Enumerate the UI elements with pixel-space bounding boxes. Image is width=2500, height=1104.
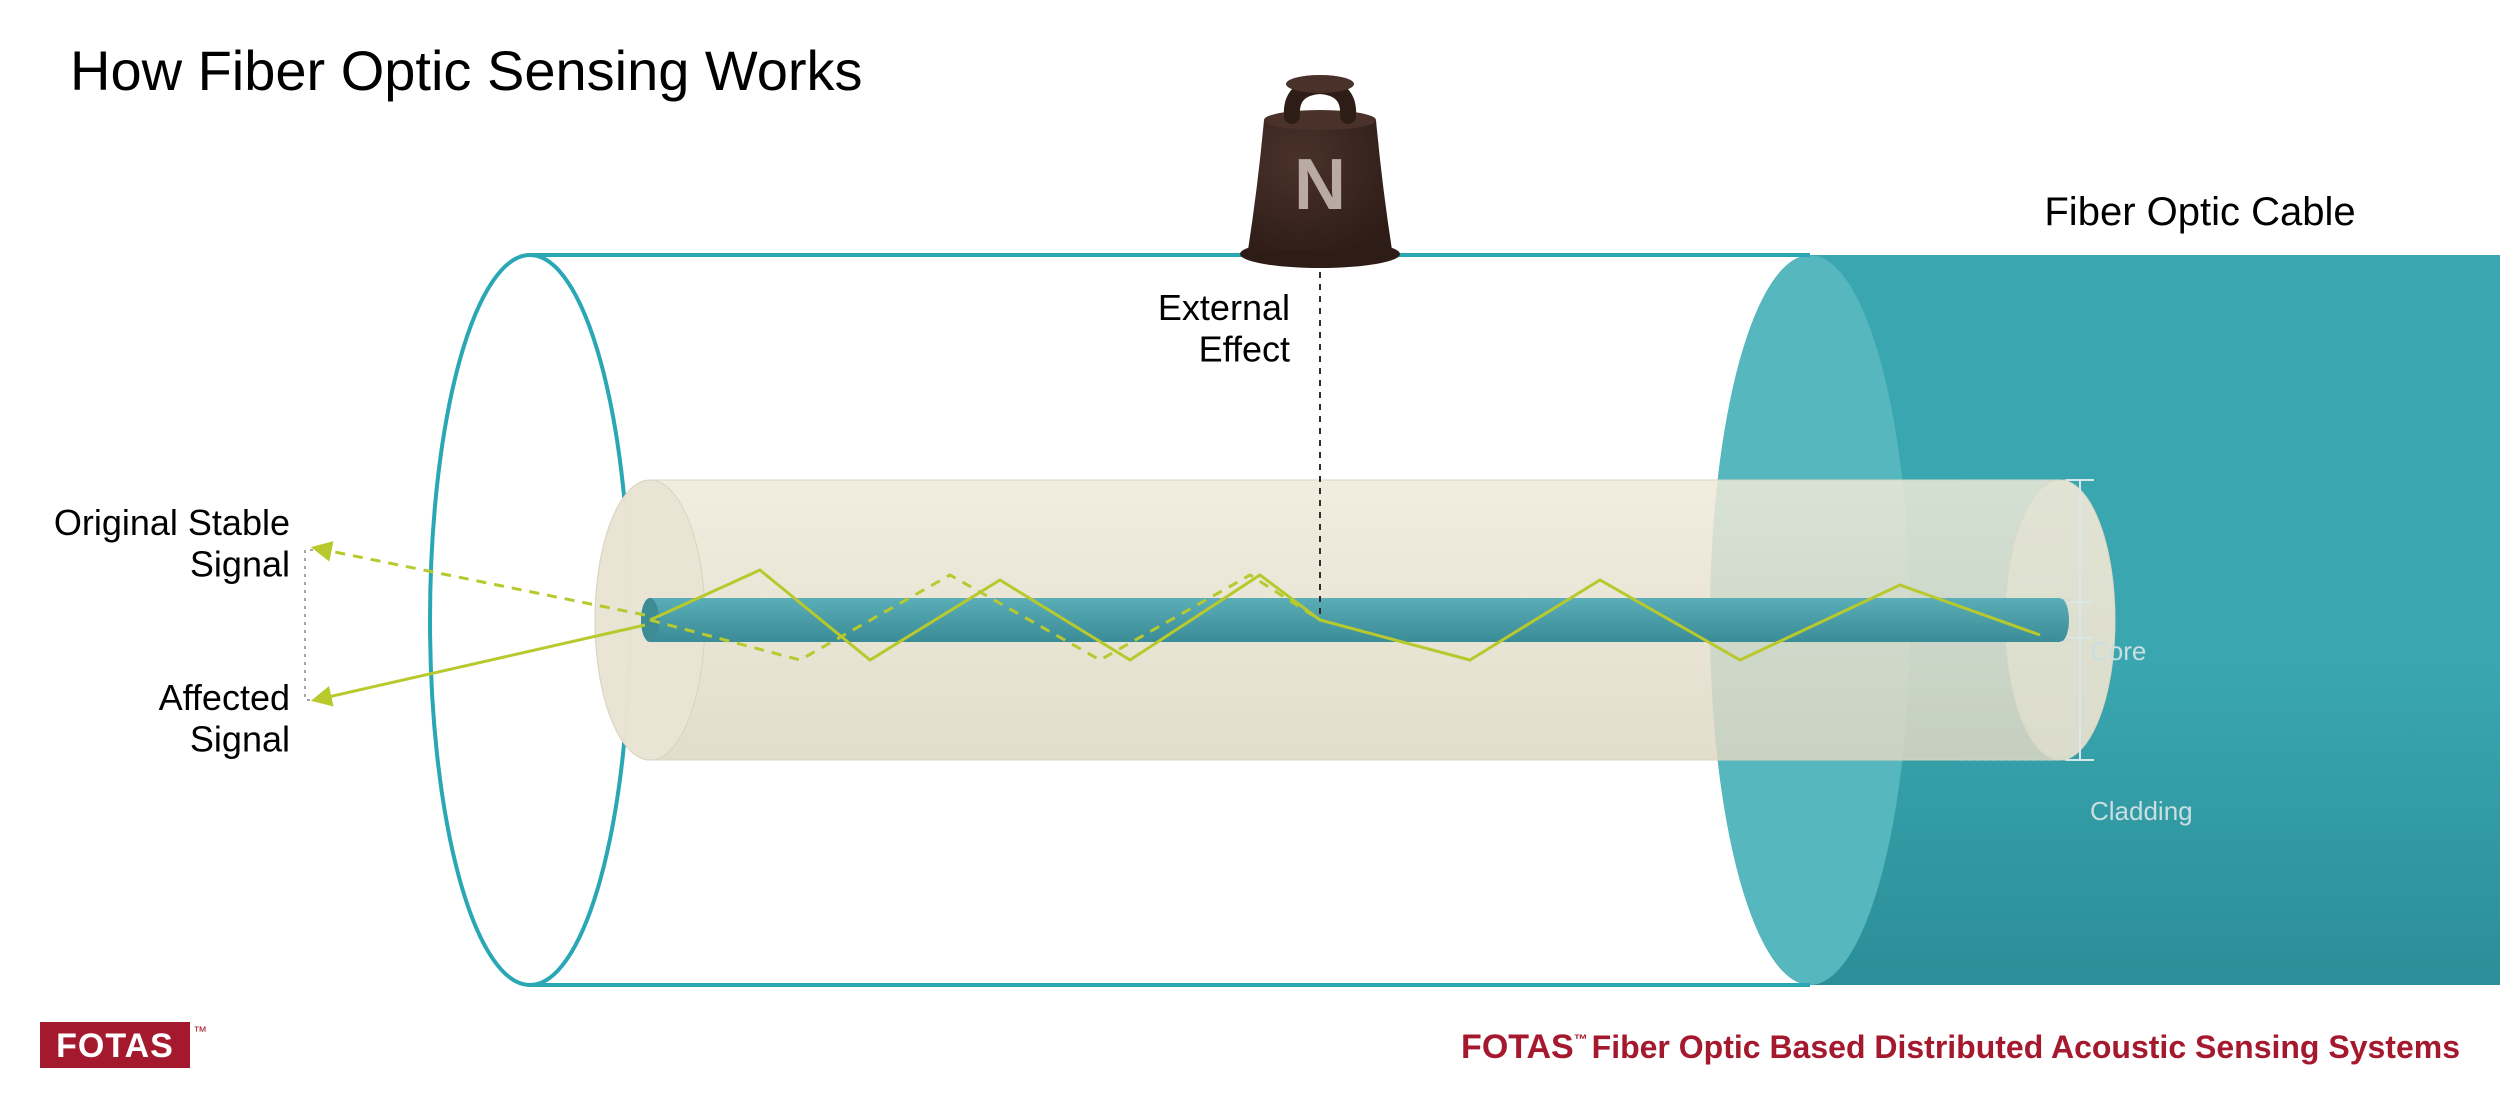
label-affected-signal: AffectedSignal xyxy=(159,677,290,759)
footer-logo-tm: ™ xyxy=(193,1023,207,1039)
footer-tagline: FOTAS™ Fiber Optic Based Distributed Aco… xyxy=(1461,1028,2460,1066)
weight-top-cap xyxy=(1264,110,1376,130)
page-title: How Fiber Optic Sensing Works xyxy=(70,39,863,102)
label-core: Core xyxy=(2090,636,2146,666)
weight-letter: N xyxy=(1294,145,1346,225)
fiber-sensing-diagram: How Fiber Optic Sensing Works N Fiber Opti… xyxy=(0,0,2500,1104)
label-fiber-optic-cable: Fiber Optic Cable xyxy=(2044,190,2355,234)
footer-logo-text: FOTAS xyxy=(56,1027,174,1065)
signal-bracket xyxy=(305,550,313,700)
affected-signal-arrow xyxy=(315,625,645,700)
label-external-effect: ExternalEffect xyxy=(1158,287,1290,369)
weight-handle-top xyxy=(1286,75,1354,93)
label-cladding: Cladding xyxy=(2090,796,2193,826)
label-original-stable-signal: Original StableSignal xyxy=(54,502,290,584)
